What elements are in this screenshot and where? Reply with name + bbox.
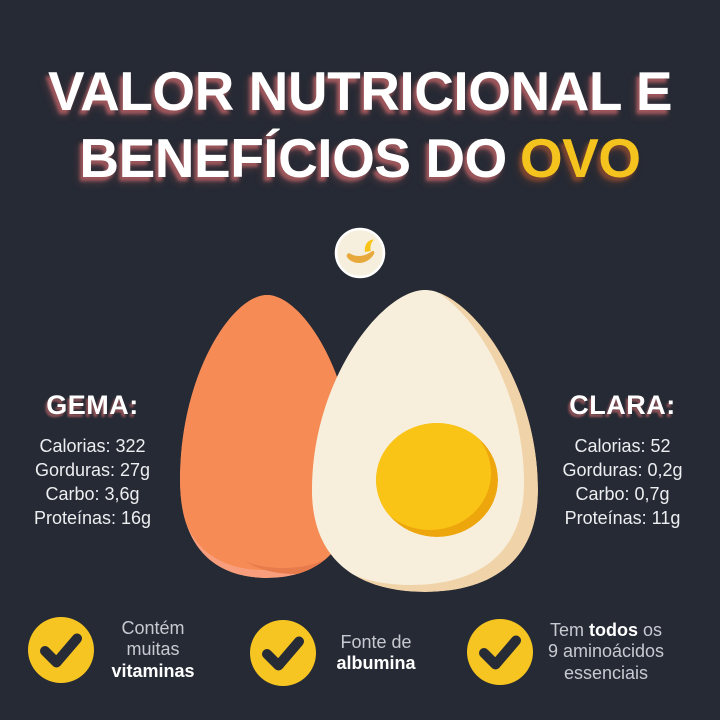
benefit-line-bold: todos (589, 619, 638, 640)
benefit-line: Tem todos os (535, 620, 677, 642)
benefit-item-vitaminas: Contém muitas vitaminas (28, 617, 210, 683)
clara-section: CLARA: Calorias: 52 Gorduras: 0,2g Carbo… (530, 390, 715, 530)
clara-stat-calorias: Calorias: 52 (574, 436, 671, 456)
gema-stat-carbo: Carbo: 3,6g (45, 484, 140, 504)
benefit-line-bold: albumina (336, 653, 416, 673)
benefit-text: Contém muitas vitaminas (96, 618, 210, 683)
gema-heading: GEMA: (46, 390, 139, 420)
egg-brand-logo-icon (334, 227, 386, 279)
title-highlight-ovo: OVO (519, 127, 641, 189)
benefit-line-bold: vitaminas (111, 660, 195, 681)
eggs-illustration (180, 290, 538, 592)
clara-heading: CLARA: (569, 390, 676, 420)
title-line-2-prefix: BENEFÍCIOS DO (79, 127, 507, 189)
benefit-line: muitas (126, 639, 180, 660)
gema-stat-gorduras: Gorduras: 27g (34, 460, 151, 480)
check-icon (467, 619, 533, 685)
gema-section: GEMA: Calorias: 322 Gorduras: 27g Carbo:… (0, 390, 185, 530)
benefit-line: essenciais (563, 662, 649, 683)
check-icon (28, 617, 94, 683)
benefit-item-albumina: Fonte de albumina (250, 620, 434, 686)
gema-stat-proteinas: Proteínas: 16g (33, 508, 152, 528)
clara-stat-gorduras: Gorduras: 0,2g (562, 460, 683, 480)
title-line-2: BENEFÍCIOS DO OVO (0, 125, 720, 192)
title-line-1: VALOR NUTRICIONAL E (47, 60, 673, 122)
clara-stat-carbo: Carbo: 0,7g (575, 484, 670, 504)
benefit-line: 9 aminoácidos (547, 641, 665, 662)
benefit-text: Fonte de albumina (318, 632, 434, 675)
egg-yolk-shape (376, 423, 498, 537)
benefit-line-prefix: Tem (549, 619, 589, 640)
clara-stat-proteinas: Proteínas: 11g (564, 508, 681, 528)
benefit-line: Fonte de (340, 631, 412, 652)
gema-stat-calorias: Calorias: 322 (39, 436, 146, 456)
benefit-item-aminoacidos: Tem todos os 9 aminoácidos essenciais (467, 619, 677, 685)
benefit-line: Contém (121, 617, 185, 638)
check-icon (250, 620, 316, 686)
page-title: VALOR NUTRICIONAL E BENEFÍCIOS DO OVO (0, 58, 720, 192)
benefit-line-suffix: os (638, 619, 663, 640)
benefit-text: Tem todos os 9 aminoácidos essenciais (535, 620, 677, 685)
